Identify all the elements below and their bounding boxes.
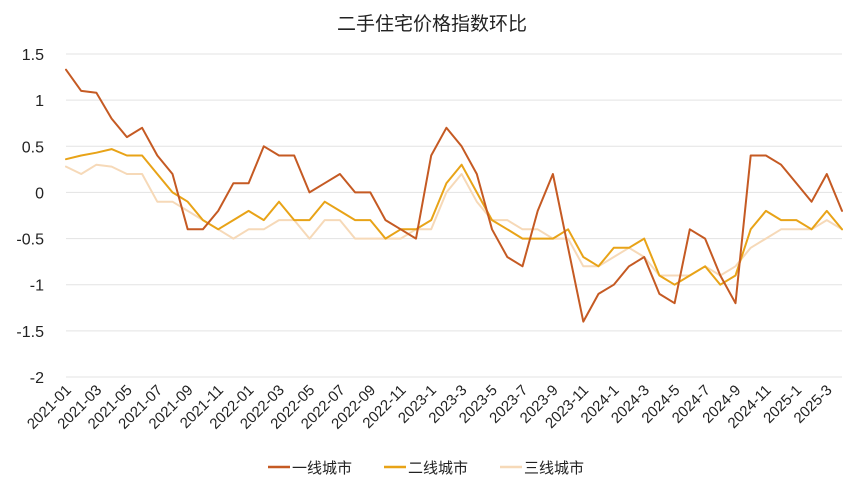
- legend-label-1: 二线城市: [408, 459, 468, 477]
- legend-label-0: 一线城市: [292, 459, 352, 477]
- y-tick-label: -1: [30, 278, 44, 295]
- series-line-1: [65, 148, 843, 286]
- gridlines: [66, 53, 842, 378]
- chart-title: 二手住宅价格指数环比: [337, 13, 527, 35]
- y-tick-label: -1.5: [16, 324, 44, 341]
- y-axis: 1.5 1 0.5 0 -0.5 -1 -1.5 -2: [16, 47, 44, 387]
- y-tick-label: 0.5: [22, 139, 44, 156]
- y-tick-label: -2: [30, 370, 44, 387]
- y-tick-label: 1.5: [22, 47, 44, 64]
- series-line-0: [65, 68, 843, 323]
- series-line-2: [65, 163, 843, 277]
- y-tick-label: 1: [35, 93, 44, 110]
- y-tick-label: -0.5: [16, 232, 44, 249]
- legend: 一线城市 二线城市 三线城市: [268, 459, 584, 477]
- y-tick-label: 0: [35, 185, 44, 202]
- x-axis: 2021-012021-032021-052021-072021-092021-…: [24, 382, 836, 433]
- series-lines: [65, 68, 843, 323]
- legend-label-2: 三线城市: [524, 459, 584, 477]
